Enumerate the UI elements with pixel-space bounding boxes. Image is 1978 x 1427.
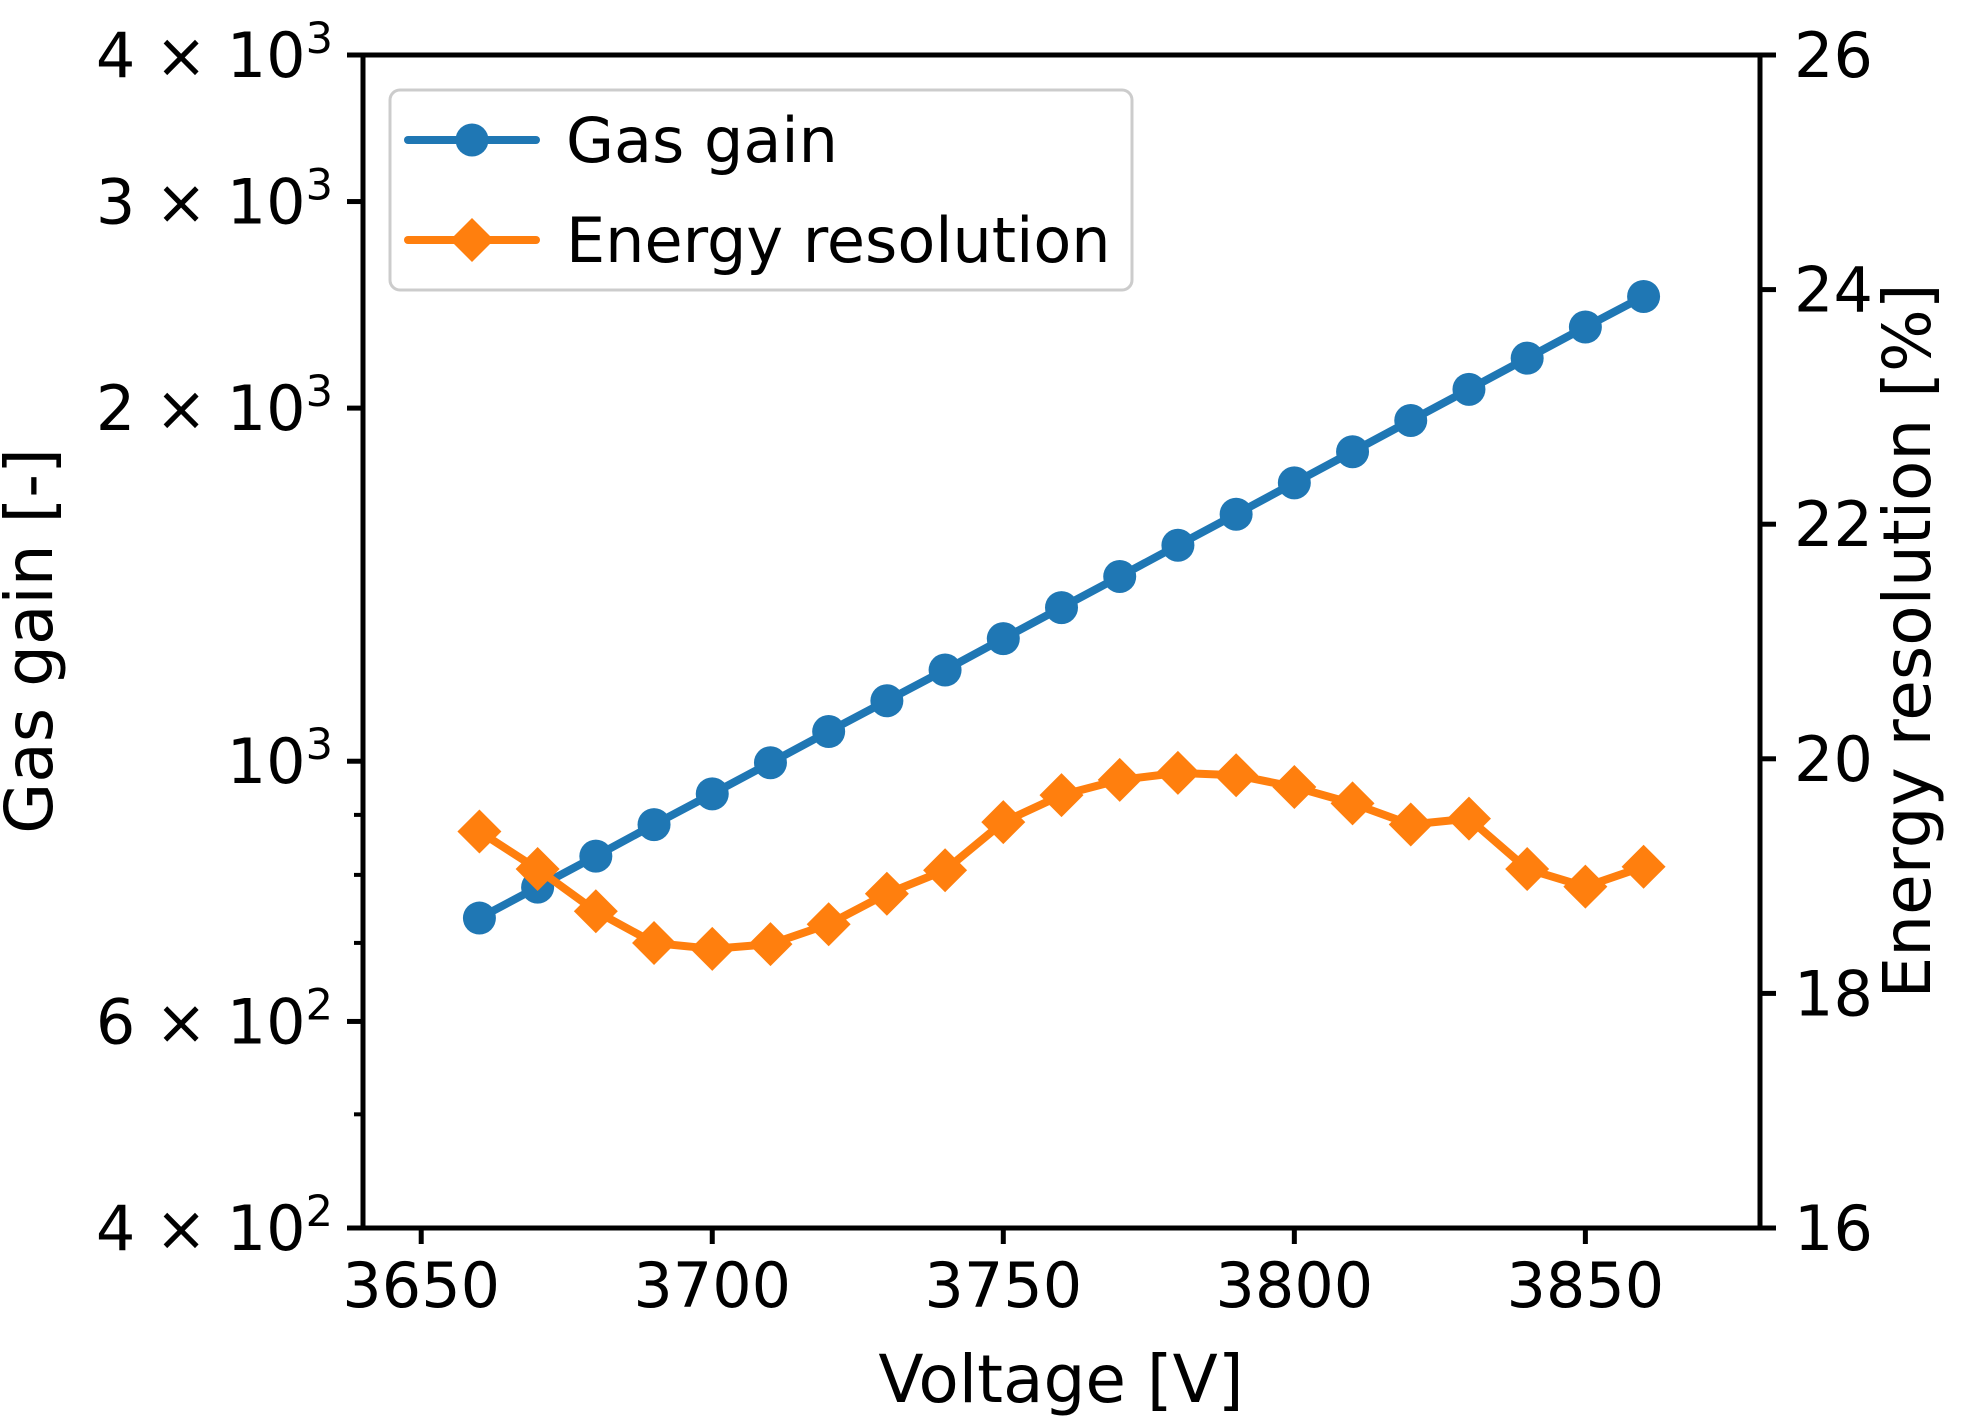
x-tick-label: 3850 [1506, 1249, 1664, 1322]
circle-marker [870, 684, 904, 718]
diamond-marker [1388, 802, 1433, 847]
diamond-marker [1272, 764, 1317, 809]
y-right-tick-label: 22 [1794, 488, 1873, 561]
circle-marker [1394, 403, 1428, 437]
circle-marker [1568, 310, 1602, 344]
diamond-marker [690, 926, 735, 971]
circle-marker [928, 653, 962, 687]
y-right-tick-label: 24 [1794, 254, 1873, 327]
y-axis-label-right: Energy resolution [%] [1869, 284, 1946, 999]
diamond-marker [1505, 847, 1550, 892]
y-left-tick-label: 103 [227, 720, 333, 798]
y-right-tick-label: 16 [1794, 1192, 1873, 1265]
circle-marker [1045, 591, 1078, 625]
plot-spines [360, 52, 1763, 1231]
diamond-marker [632, 920, 677, 965]
series-layer [457, 279, 1666, 971]
diamond-marker [515, 847, 560, 892]
diamond-marker [864, 871, 909, 916]
diamond-marker [1039, 773, 1084, 818]
legend-label-energy-resolution: Energy resolution [566, 204, 1111, 277]
diamond-marker [806, 902, 851, 947]
y-right-tick-label: 20 [1794, 723, 1873, 796]
circle-marker [579, 839, 613, 873]
y-left-tick-label: 4 × 102 [96, 1187, 333, 1265]
circle-marker [1219, 497, 1253, 531]
y-left-tick-label: 2 × 103 [96, 367, 333, 445]
diamond-marker [923, 848, 968, 893]
legend-box [388, 88, 1134, 292]
y-left-tick-label: 3 × 103 [96, 161, 333, 239]
y-left-tick-label: 4 × 103 [96, 14, 333, 92]
x-tick-label: 3650 [342, 1249, 500, 1322]
circle-marker [1277, 466, 1311, 500]
diamond-marker [1446, 796, 1491, 841]
legend-samples [404, 123, 540, 262]
circle-marker [986, 622, 1020, 656]
circle-marker [1510, 341, 1544, 375]
x-axis-label: Voltage [V] [878, 1341, 1243, 1418]
legend-circle-marker [455, 123, 489, 157]
series-energy-resolution [457, 750, 1666, 971]
circle-marker [695, 777, 729, 811]
legend-label-gas-gain: Gas gain [566, 104, 838, 177]
y-axis-label-left: Gas gain [-] [0, 448, 68, 834]
diamond-marker [1097, 757, 1142, 802]
circle-marker [637, 808, 671, 842]
y-left-tick-label: 6 × 102 [96, 980, 333, 1058]
circle-marker [462, 901, 496, 935]
diamond-marker [457, 809, 502, 854]
circle-marker [1161, 528, 1195, 562]
circle-marker [753, 746, 787, 780]
legend-diamond-marker [450, 218, 494, 262]
axes: 3650 3700 3750 3800 3850 4 × 102 6 × 102 103 2 ×… [96, 14, 1873, 1322]
circle-marker [1627, 279, 1661, 313]
circle-marker [1103, 560, 1137, 594]
x-tick-label: 3750 [924, 1249, 1082, 1322]
diamond-marker [1155, 750, 1200, 795]
diamond-marker [1214, 753, 1259, 798]
legend: Gas gain Energy resolution [388, 88, 1134, 292]
diamond-marker [573, 889, 618, 934]
circle-marker [1452, 372, 1486, 406]
y-right-tick-label: 26 [1794, 19, 1873, 92]
circle-marker [812, 715, 846, 749]
x-tick-label: 3800 [1215, 1249, 1373, 1322]
y-right-tick-label: 18 [1794, 957, 1873, 1030]
circle-marker [1336, 435, 1370, 469]
diamond-marker [1330, 781, 1375, 826]
diamond-marker [748, 922, 793, 967]
diamond-marker [981, 800, 1026, 845]
diamond-marker [1563, 864, 1608, 909]
diamond-marker [1621, 844, 1666, 889]
x-tick-label: 3700 [633, 1249, 791, 1322]
series-gas-gain [462, 279, 1661, 935]
